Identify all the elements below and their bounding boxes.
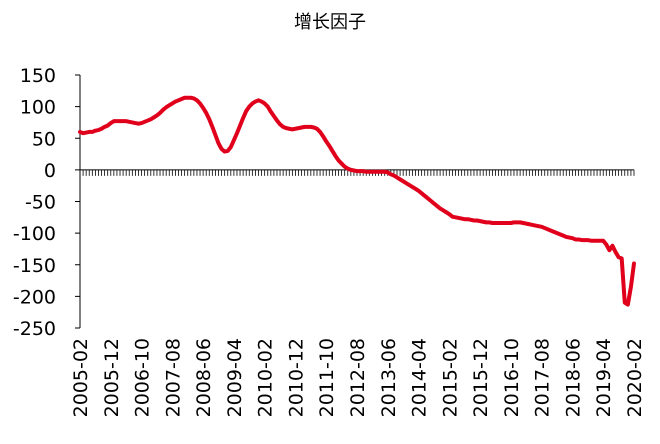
x-tick-label: 2006-10 (132, 338, 154, 417)
x-tick-label: 2015-02 (439, 338, 461, 417)
x-tick-label: 2008-06 (193, 338, 215, 417)
x-tick-label: 2010-02 (255, 338, 277, 417)
y-tick-label: 150 (20, 65, 56, 87)
x-tick-label: 2017-08 (532, 338, 554, 417)
y-tick-label: -50 (25, 192, 56, 214)
x-tick-label: 2018-06 (562, 338, 584, 417)
x-tick-label: 2011-10 (316, 338, 338, 417)
y-tick-label: 0 (44, 160, 56, 182)
x-tick-label: 2009-04 (224, 338, 246, 417)
x-tick-label: 2005-02 (70, 338, 92, 417)
x-tick-label: 2015-12 (470, 338, 492, 417)
x-tick-label: 2007-08 (162, 338, 184, 417)
y-tick-label: -100 (13, 223, 56, 245)
y-tick-label: 100 (20, 97, 56, 119)
y-tick-label: -150 (13, 255, 56, 277)
y-tick-label: -200 (13, 286, 56, 308)
x-tick-label: 2010-12 (285, 338, 307, 417)
x-tick-label: 2020-02 (624, 338, 646, 417)
data-line (78, 95, 636, 307)
y-tick-label: -250 (13, 318, 56, 340)
chart-title: 增长因子 (294, 12, 366, 33)
x-tick-label: 2012-08 (347, 338, 369, 417)
y-tick-label: 50 (32, 128, 56, 150)
x-tick-label: 2013-06 (378, 338, 400, 417)
x-tick-label: 2005-12 (101, 338, 123, 417)
x-tick-label: 2014-04 (409, 338, 431, 417)
x-tick-label: 2019-04 (593, 338, 615, 417)
x-tick-label: 2016-10 (501, 338, 523, 417)
